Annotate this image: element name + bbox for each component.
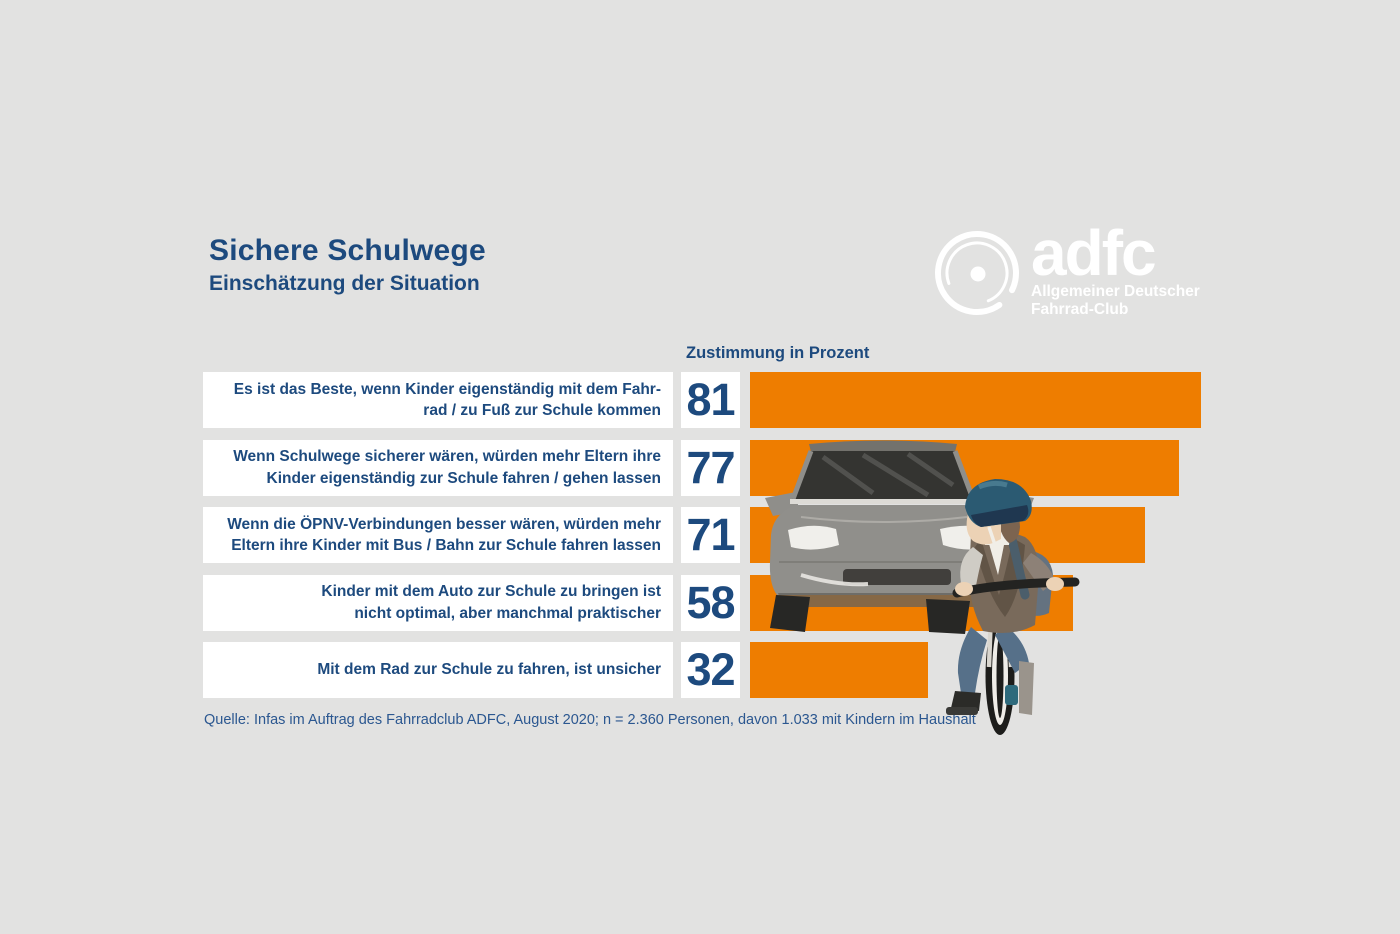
- chart-row: Es ist das Beste, wenn Kinder eigenständ…: [203, 372, 1202, 428]
- bar-segment: [750, 642, 929, 698]
- statement-line: Wenn die ÖPNV-Verbindungen besser wären,…: [227, 515, 661, 533]
- value-column-header: Zustimmung in Prozent: [686, 344, 870, 362]
- source-note: Quelle: Infas im Auftrag des Fahrradclub…: [204, 712, 976, 728]
- statement-line: nicht optimal, aber manchmal praktischer: [354, 604, 661, 622]
- page-subtitle: Einschätzung der Situation: [209, 272, 480, 295]
- statement-line: Eltern ihre Kinder mit Bus / Bahn zur Sc…: [231, 537, 661, 554]
- statement-line: Mit dem Rad zur Schule zu fahren, ist un…: [317, 661, 661, 679]
- logo-subline-1: Allgemeiner Deutscher: [1031, 283, 1200, 300]
- logo-subline-2: Fahrrad-Club: [1031, 301, 1129, 318]
- bicycle-wheel-icon: [935, 231, 1019, 315]
- logo-subline: Allgemeiner Deutscher Fahrrad-Club: [1031, 283, 1200, 319]
- bar-segment: [750, 372, 1202, 428]
- page-title: Sichere Schulwege: [209, 234, 486, 267]
- adfc-logo: adfc Allgemeiner Deutscher Fahrrad-Club: [933, 217, 1200, 319]
- value-badge: 77: [681, 439, 740, 496]
- statement-line: Kinder mit dem Auto zur Schule zu bringe…: [321, 583, 661, 600]
- statement-line: Es ist das Beste, wenn Kinder eigenständ…: [233, 380, 661, 398]
- cyclist-icon: [946, 479, 1080, 735]
- chart-row: Mit dem Rad zur Schule zu fahren, ist un…: [203, 642, 1201, 698]
- value-badge: 58: [681, 574, 740, 631]
- title-block: Sichere Schulwege Einschätzung der Situa…: [209, 234, 486, 297]
- value-badge: 71: [681, 507, 740, 563]
- statement-label: Wenn die ÖPNV-Verbindungen besser wären,…: [203, 507, 673, 563]
- logo-brand: adfc: [1031, 217, 1157, 289]
- statement-label: Es ist das Beste, wenn Kinder eigenständ…: [203, 372, 673, 428]
- statement-label: Kinder mit dem Auto zur Schule zu bringe…: [203, 574, 673, 631]
- logo-text: adfc Allgemeiner Deutscher Fahrrad-Club: [1031, 217, 1200, 319]
- statement-label: Mit dem Rad zur Schule zu fahren, ist un…: [203, 642, 673, 698]
- statement-line: Wenn Schulwege sicherer wären, würden me…: [233, 448, 661, 465]
- car-and-cyclist-illustration: [765, 440, 1080, 735]
- statement-line: Kinder eigenständig zur Schule fahren / …: [266, 469, 661, 487]
- value-badge: 32: [681, 642, 740, 698]
- statement-line: rad / zu Fuß zur Schule kommen: [423, 402, 661, 419]
- value-badge: 81: [681, 372, 740, 428]
- statement-label: Wenn Schulwege sicherer wären, würden me…: [203, 439, 673, 496]
